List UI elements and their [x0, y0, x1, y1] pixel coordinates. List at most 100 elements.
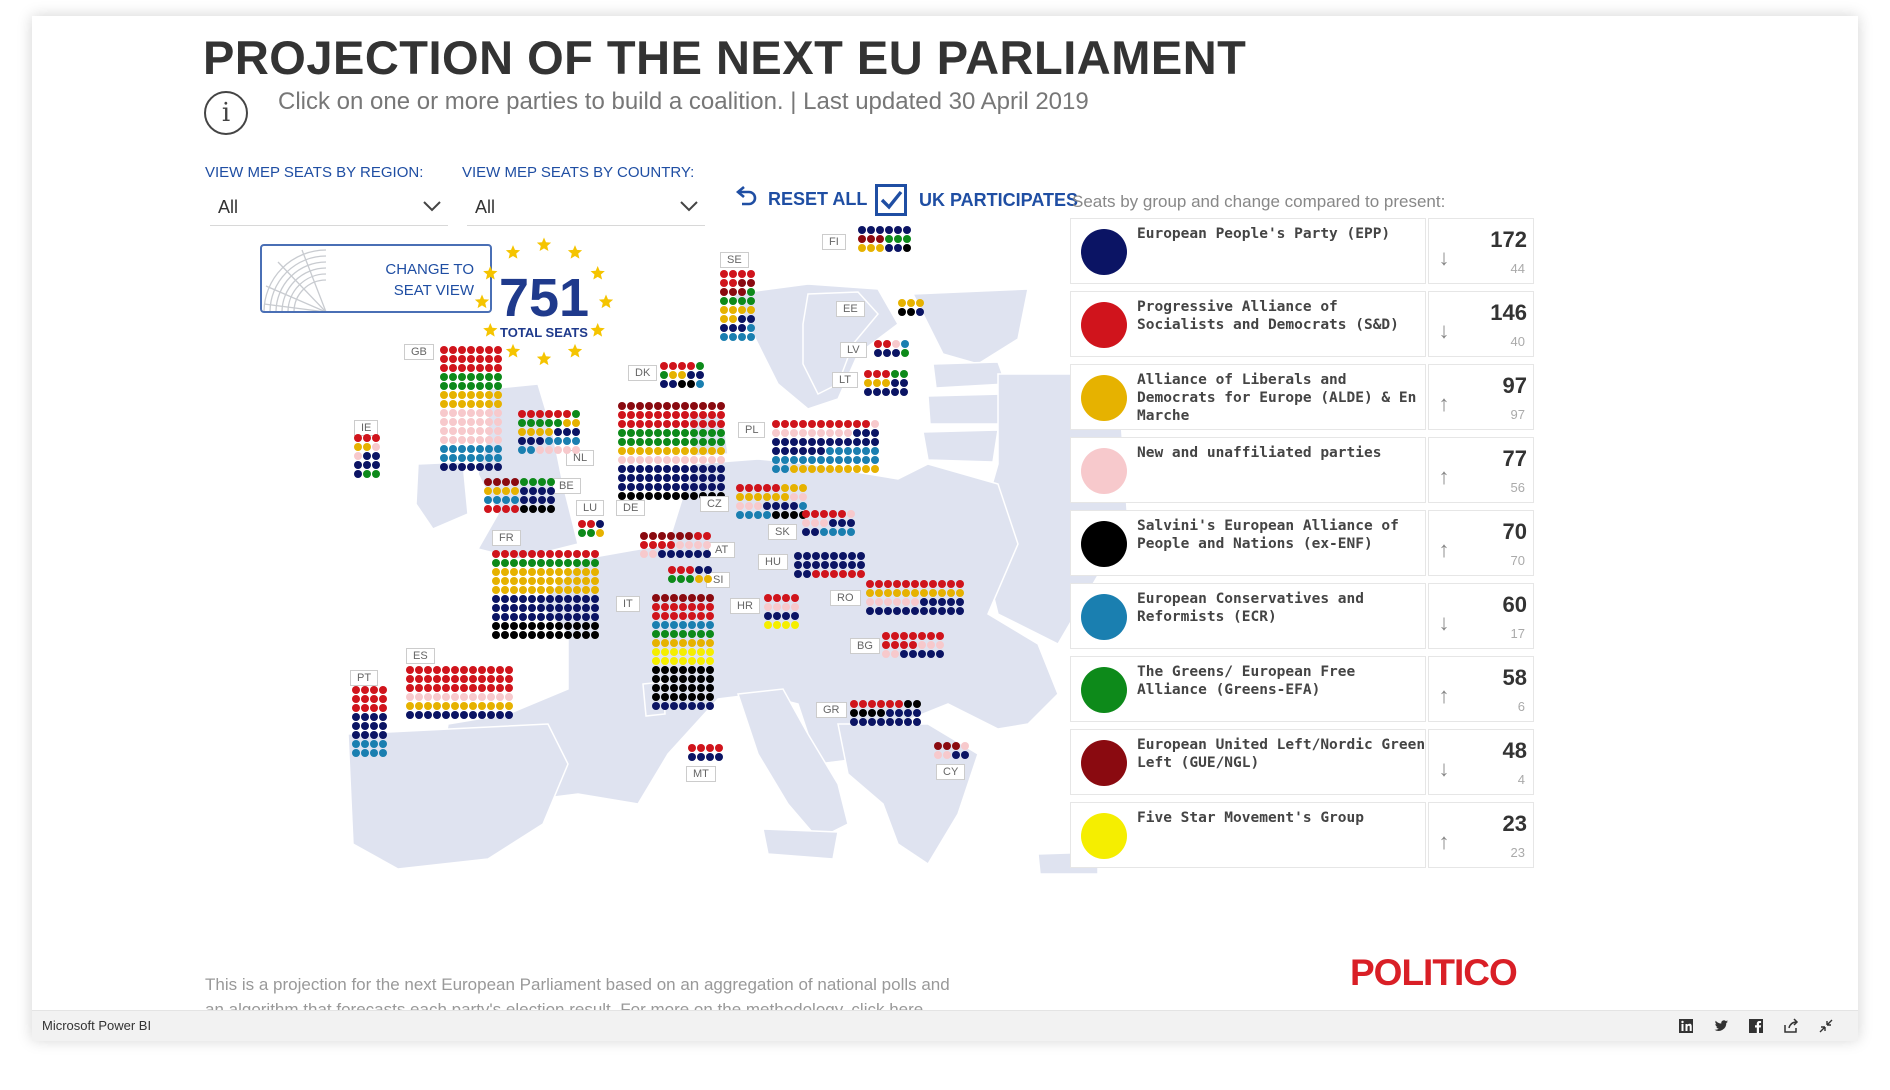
seat-dot	[670, 657, 678, 665]
seat-dot	[502, 487, 510, 495]
country-tag-it[interactable]: IT	[616, 596, 640, 612]
seat-dot	[826, 456, 834, 464]
change-to-seat-view-button[interactable]: CHANGE TO SEAT VIEW	[260, 244, 492, 313]
seat-cluster-ro[interactable]	[866, 580, 965, 615]
party-card[interactable]: New and unaffiliated parties	[1070, 437, 1426, 503]
facebook-icon[interactable]	[1747, 1017, 1765, 1035]
country-tag-bg[interactable]: BG	[850, 638, 880, 654]
party-row[interactable]: Alliance of Liberals and Democrats for E…	[1070, 364, 1534, 432]
party-row[interactable]: New and unaffiliated parties ↑ 77 56	[1070, 437, 1534, 505]
seat-cluster-fr[interactable]	[492, 550, 600, 639]
seat-dot	[667, 541, 675, 549]
party-row[interactable]: European People's Party (EPP) ↓ 172 44	[1070, 218, 1534, 286]
party-row[interactable]: Five Star Movement's Group ↑ 23 23	[1070, 802, 1534, 870]
seat-dot	[884, 589, 892, 597]
linkedin-icon[interactable]	[1677, 1017, 1695, 1035]
share-icon[interactable]	[1782, 1017, 1800, 1035]
country-tag-lt[interactable]: LT	[832, 372, 859, 388]
country-tag-be[interactable]: BE	[552, 478, 581, 494]
powerbi-label[interactable]: Microsoft Power BI	[42, 1018, 152, 1033]
seat-dot	[440, 346, 448, 354]
seat-cluster-lt[interactable]	[864, 370, 909, 396]
seat-cluster-hu[interactable]	[794, 552, 866, 578]
seat-cluster-cz[interactable]	[736, 484, 808, 519]
seat-cluster-mt[interactable]	[688, 744, 724, 761]
seat-cluster-lv[interactable]	[874, 340, 910, 357]
seat-dot	[484, 505, 492, 513]
country-tag-hr[interactable]: HR	[730, 598, 760, 614]
uk-participates-toggle[interactable]: UK PARTICIPATES	[875, 184, 1078, 216]
info-icon[interactable]: i	[204, 91, 248, 135]
region-select[interactable]: All	[210, 190, 448, 226]
party-card[interactable]: European People's Party (EPP)	[1070, 218, 1426, 284]
seat-cluster-sk[interactable]	[802, 510, 856, 536]
seat-cluster-ie[interactable]	[354, 434, 381, 478]
seat-dot	[591, 595, 599, 603]
seat-dot	[654, 420, 662, 428]
seat-dot	[938, 607, 946, 615]
seat-cluster-gr[interactable]	[850, 700, 922, 726]
seat-cluster-se[interactable]	[720, 270, 756, 341]
party-card[interactable]: Progressive Alliance of Socialists and D…	[1070, 291, 1426, 357]
seat-cluster-fi[interactable]	[858, 226, 912, 252]
seat-cluster-si[interactable]	[668, 566, 713, 583]
party-card[interactable]: Five Star Movement's Group	[1070, 802, 1426, 868]
country-tag-de[interactable]: DE	[616, 500, 646, 516]
seat-cluster-at[interactable]	[640, 532, 712, 558]
country-tag-cz[interactable]: CZ	[700, 496, 729, 512]
party-row[interactable]: European Conservatives and Reformists (E…	[1070, 583, 1534, 651]
country-tag-pt[interactable]: PT	[350, 670, 379, 686]
seat-cluster-gb[interactable]	[440, 346, 503, 471]
reset-all-button[interactable]: RESET ALL	[732, 186, 867, 212]
party-card[interactable]: European United Left/Nordic Green Left (…	[1070, 729, 1426, 795]
footnote-line2[interactable]: an algorithm that forecasts each party's…	[205, 1000, 928, 1010]
seat-cluster-lu[interactable]	[578, 520, 605, 537]
country-tag-at[interactable]: AT	[708, 542, 736, 558]
seat-cluster-de[interactable]	[618, 402, 726, 500]
country-tag-sk[interactable]: SK	[768, 524, 797, 540]
party-card[interactable]: The Greens/ European Free Alliance (Gree…	[1070, 656, 1426, 722]
party-row[interactable]: The Greens/ European Free Alliance (Gree…	[1070, 656, 1534, 724]
seat-cluster-hr[interactable]	[764, 594, 800, 629]
seat-dot	[627, 447, 635, 455]
seat-cluster-it[interactable]	[652, 594, 715, 710]
seat-cluster-nl[interactable]	[518, 410, 581, 454]
seat-cluster-bg[interactable]	[882, 632, 945, 658]
seat-dot	[352, 695, 360, 703]
country-tag-lu[interactable]: LU	[576, 500, 605, 516]
seat-cluster-es[interactable]	[406, 666, 514, 719]
seat-cluster-be[interactable]	[484, 478, 556, 513]
country-select[interactable]: All	[467, 190, 705, 226]
country-tag-se[interactable]: SE	[720, 252, 749, 268]
country-tag-fr[interactable]: FR	[492, 530, 521, 546]
party-row[interactable]: European United Left/Nordic Green Left (…	[1070, 729, 1534, 797]
seat-cluster-cy[interactable]	[934, 742, 970, 759]
country-tag-lv[interactable]: LV	[840, 342, 867, 358]
country-tag-mt[interactable]: MT	[686, 766, 716, 782]
country-tag-ro[interactable]: RO	[830, 590, 861, 606]
party-card[interactable]: Salvini's European Alliance of People an…	[1070, 510, 1426, 576]
twitter-icon[interactable]	[1712, 1017, 1730, 1035]
seat-cluster-pl[interactable]	[772, 420, 880, 473]
party-card[interactable]: European Conservatives and Reformists (E…	[1070, 583, 1426, 649]
country-tag-es[interactable]: ES	[406, 648, 435, 664]
country-tag-gb[interactable]: GB	[404, 344, 434, 360]
country-tag-fi[interactable]: FI	[822, 234, 846, 250]
country-tag-nl[interactable]: NL	[566, 450, 595, 466]
country-tag-si[interactable]: SI	[706, 572, 731, 588]
party-row[interactable]: Progressive Alliance of Socialists and D…	[1070, 291, 1534, 359]
seat-cluster-pt[interactable]	[352, 686, 388, 757]
country-tag-cy[interactable]: CY	[936, 764, 966, 780]
seat-dot	[564, 550, 572, 558]
seat-cluster-dk[interactable]	[660, 362, 705, 388]
country-tag-dk[interactable]: DK	[628, 365, 658, 381]
country-tag-hu[interactable]: HU	[758, 554, 788, 570]
country-tag-gr[interactable]: GR	[816, 702, 847, 718]
country-tag-pl[interactable]: PL	[738, 422, 766, 438]
seat-cluster-ee[interactable]	[898, 299, 925, 316]
party-row[interactable]: Salvini's European Alliance of People an…	[1070, 510, 1534, 578]
country-tag-ee[interactable]: EE	[836, 301, 865, 317]
party-card[interactable]: Alliance of Liberals and Democrats for E…	[1070, 364, 1426, 430]
star-icon	[590, 265, 605, 280]
collapse-icon[interactable]	[1817, 1017, 1835, 1035]
